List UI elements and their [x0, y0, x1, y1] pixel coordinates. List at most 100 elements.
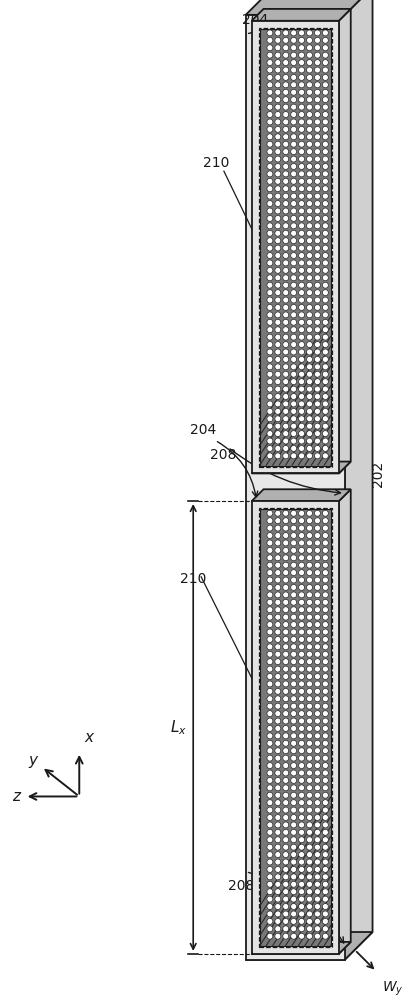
- Circle shape: [291, 445, 297, 451]
- Circle shape: [307, 926, 312, 932]
- Circle shape: [283, 356, 289, 362]
- Circle shape: [291, 67, 297, 73]
- Polygon shape: [252, 489, 351, 501]
- Circle shape: [315, 592, 320, 598]
- Circle shape: [315, 149, 320, 155]
- Circle shape: [307, 614, 312, 620]
- Circle shape: [283, 282, 289, 288]
- Circle shape: [307, 186, 312, 192]
- Circle shape: [307, 171, 312, 177]
- Circle shape: [315, 230, 320, 236]
- Circle shape: [291, 629, 297, 635]
- Circle shape: [291, 792, 297, 798]
- Circle shape: [315, 881, 320, 887]
- Circle shape: [322, 60, 328, 66]
- Circle shape: [291, 30, 297, 36]
- Circle shape: [267, 525, 273, 531]
- Circle shape: [283, 119, 289, 125]
- Circle shape: [322, 718, 328, 724]
- Circle shape: [299, 82, 305, 88]
- Circle shape: [283, 149, 289, 155]
- Circle shape: [283, 510, 289, 516]
- Circle shape: [299, 577, 305, 583]
- Circle shape: [315, 518, 320, 524]
- Circle shape: [299, 45, 305, 51]
- Circle shape: [299, 711, 305, 717]
- Circle shape: [322, 45, 328, 51]
- Circle shape: [267, 438, 273, 444]
- Circle shape: [315, 401, 320, 407]
- Circle shape: [307, 555, 312, 561]
- Circle shape: [267, 208, 273, 214]
- Circle shape: [307, 577, 312, 583]
- Circle shape: [275, 584, 281, 590]
- Circle shape: [267, 327, 273, 333]
- Circle shape: [283, 852, 289, 858]
- Circle shape: [315, 599, 320, 605]
- Circle shape: [299, 859, 305, 865]
- Circle shape: [299, 755, 305, 761]
- Circle shape: [322, 533, 328, 538]
- Circle shape: [283, 740, 289, 746]
- Circle shape: [267, 423, 273, 429]
- Circle shape: [291, 334, 297, 340]
- Circle shape: [307, 67, 312, 73]
- Circle shape: [322, 171, 328, 177]
- Circle shape: [322, 178, 328, 184]
- Circle shape: [315, 614, 320, 620]
- Circle shape: [275, 733, 281, 739]
- Polygon shape: [252, 462, 351, 473]
- Circle shape: [283, 711, 289, 717]
- Circle shape: [307, 253, 312, 258]
- Circle shape: [275, 112, 281, 117]
- Circle shape: [267, 540, 273, 546]
- Circle shape: [322, 149, 328, 155]
- Circle shape: [291, 562, 297, 568]
- Circle shape: [322, 423, 328, 429]
- Polygon shape: [252, 9, 351, 21]
- Circle shape: [267, 896, 273, 902]
- Circle shape: [267, 89, 273, 95]
- Circle shape: [267, 394, 273, 399]
- Circle shape: [299, 201, 305, 207]
- Circle shape: [315, 740, 320, 746]
- Circle shape: [291, 401, 297, 407]
- Circle shape: [283, 577, 289, 583]
- Circle shape: [267, 126, 273, 132]
- Circle shape: [267, 518, 273, 524]
- Circle shape: [299, 267, 305, 273]
- Polygon shape: [252, 21, 339, 473]
- Circle shape: [275, 215, 281, 221]
- Circle shape: [291, 386, 297, 392]
- Circle shape: [307, 763, 312, 769]
- Circle shape: [307, 725, 312, 731]
- Circle shape: [267, 364, 273, 370]
- Circle shape: [275, 297, 281, 303]
- Circle shape: [283, 312, 289, 318]
- Circle shape: [283, 401, 289, 407]
- Circle shape: [275, 364, 281, 370]
- Text: 210: 210: [203, 156, 229, 170]
- Circle shape: [283, 815, 289, 820]
- Circle shape: [275, 844, 281, 850]
- Circle shape: [315, 408, 320, 414]
- Circle shape: [283, 896, 289, 902]
- Circle shape: [283, 74, 289, 80]
- Polygon shape: [246, 15, 345, 960]
- Circle shape: [307, 874, 312, 880]
- Circle shape: [283, 622, 289, 628]
- Circle shape: [307, 445, 312, 451]
- Circle shape: [291, 215, 297, 221]
- Circle shape: [267, 533, 273, 538]
- Circle shape: [315, 607, 320, 613]
- Circle shape: [307, 562, 312, 568]
- Circle shape: [307, 755, 312, 761]
- Circle shape: [315, 342, 320, 348]
- Circle shape: [283, 349, 289, 355]
- Circle shape: [291, 577, 297, 583]
- Circle shape: [307, 163, 312, 169]
- Circle shape: [322, 807, 328, 813]
- Circle shape: [307, 688, 312, 694]
- Circle shape: [291, 659, 297, 665]
- Circle shape: [283, 52, 289, 58]
